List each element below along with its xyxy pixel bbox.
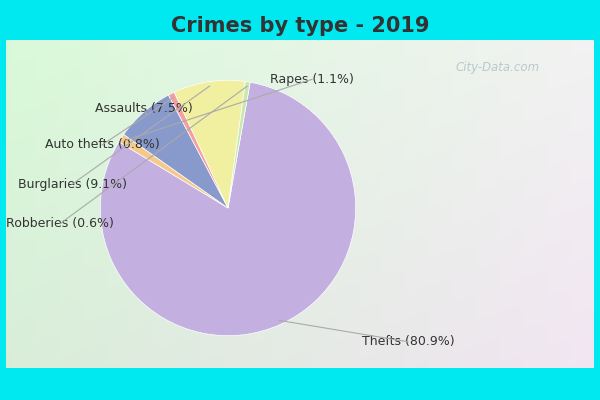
Wedge shape	[174, 80, 245, 208]
Wedge shape	[100, 82, 356, 336]
Wedge shape	[228, 82, 250, 208]
Text: Assaults (7.5%): Assaults (7.5%)	[95, 102, 193, 115]
Text: Burglaries (9.1%): Burglaries (9.1%)	[17, 178, 127, 191]
Text: Thefts (80.9%): Thefts (80.9%)	[362, 335, 454, 348]
Text: Robberies (0.6%): Robberies (0.6%)	[6, 217, 114, 230]
Text: Rapes (1.1%): Rapes (1.1%)	[270, 73, 354, 86]
Text: City-Data.com: City-Data.com	[456, 62, 540, 74]
Text: Crimes by type - 2019: Crimes by type - 2019	[171, 16, 429, 36]
Wedge shape	[169, 92, 228, 208]
Wedge shape	[124, 95, 228, 208]
Text: Auto thefts (0.8%): Auto thefts (0.8%)	[44, 138, 160, 152]
Wedge shape	[119, 134, 228, 208]
